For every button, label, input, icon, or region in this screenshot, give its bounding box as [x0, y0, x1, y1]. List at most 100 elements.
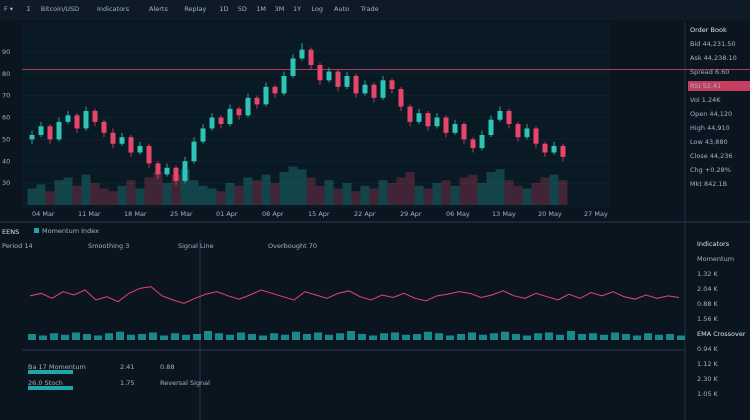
candle-body: [110, 132, 116, 144]
histogram-bar: [61, 334, 69, 340]
panel-row: Mkt 842.1B: [690, 180, 727, 188]
x-tick-label: 04 Mar: [32, 210, 55, 218]
candle-body: [335, 71, 341, 87]
histogram-bar: [446, 335, 454, 340]
cell-bar: [28, 370, 73, 374]
toolbar-item[interactable]: Bitcoin/USD: [41, 5, 79, 13]
candle-body: [353, 75, 359, 94]
toolbar-item[interactable]: 1D: [219, 5, 228, 13]
volume-bar: [432, 183, 442, 205]
indicator-row: 0.94 K: [697, 345, 719, 353]
histogram-bar: [457, 334, 465, 340]
panel-row: Spread 6.60: [690, 68, 729, 76]
histogram-bar: [424, 331, 432, 340]
candle-body: [128, 137, 134, 153]
indicator-row: Momentum: [697, 255, 734, 263]
candle-body: [83, 110, 89, 129]
volume-bar: [270, 183, 280, 205]
volume-bar: [369, 188, 379, 205]
histogram-bar: [259, 335, 267, 340]
candle-body: [236, 108, 242, 116]
toolbar-item[interactable]: 5D: [238, 5, 247, 13]
candle-body: [425, 113, 431, 127]
histogram-bar: [512, 334, 520, 340]
histogram-bar: [501, 331, 509, 340]
toolbar-item[interactable]: F ▾: [4, 5, 14, 13]
panel-row: Vol 1.24K: [690, 96, 721, 104]
toolbar-item[interactable]: 1M: [256, 5, 266, 13]
candle-body: [344, 75, 350, 87]
panel-row: Ask 44,238.10: [690, 54, 737, 62]
cell-bar: [28, 386, 73, 390]
histogram-bar: [468, 332, 476, 340]
candle-body: [137, 145, 143, 153]
volume-bar: [513, 185, 523, 205]
y-tick-label: 30: [2, 179, 10, 187]
volume-bar: [414, 185, 424, 205]
panel-row: High 44,910: [690, 124, 730, 132]
volume-bar: [252, 180, 262, 205]
volume-bar: [297, 169, 307, 205]
indicator-row: 1.12 K: [697, 360, 719, 368]
toolbar-item[interactable]: 3M: [275, 5, 285, 13]
histogram-bar: [589, 333, 597, 340]
table-cell: 0.88: [160, 363, 174, 371]
toolbar-item[interactable]: Replay: [184, 5, 206, 13]
toolbar-item[interactable]: Σ: [27, 5, 31, 13]
candle-body: [497, 110, 503, 120]
volume-bar: [45, 191, 55, 205]
volume-bar: [441, 180, 451, 205]
candle-body: [308, 49, 314, 65]
histogram-bar: [72, 332, 80, 340]
histogram-bar: [39, 335, 47, 340]
volume-bar: [153, 172, 163, 205]
indicator-row: 1.32 K: [697, 270, 719, 278]
toolbar-item[interactable]: Trade: [360, 5, 379, 13]
histogram-bar: [633, 335, 641, 340]
volume-bar: [558, 180, 568, 205]
candle-body: [191, 141, 197, 162]
histogram-bar: [105, 333, 113, 340]
candle-body: [443, 117, 449, 133]
x-tick-label: 29 Apr: [400, 210, 422, 218]
volume-bar: [387, 183, 397, 205]
volume-bar: [396, 177, 406, 205]
histogram-bar: [281, 334, 289, 340]
toolbar-item[interactable]: Alerts: [149, 5, 168, 13]
candle-body: [29, 135, 35, 140]
histogram-bar: [237, 332, 245, 340]
histogram-bar: [303, 334, 311, 340]
toolbar-item[interactable]: Indicators: [97, 5, 130, 13]
volume-bar: [342, 183, 352, 205]
candle-body: [416, 113, 422, 122]
candle-body: [371, 84, 377, 98]
volume-bar: [540, 177, 550, 205]
legend: Momentum Index: [42, 227, 99, 235]
pane-label: Signal Line: [178, 242, 214, 250]
volume-bar: [522, 188, 532, 205]
x-tick-label: 11 Mar: [78, 210, 101, 218]
volume-bar: [504, 180, 514, 205]
histogram-bar: [116, 331, 124, 340]
candle-body: [101, 121, 107, 133]
price-pane: [22, 22, 610, 208]
volume-bar: [378, 180, 388, 205]
histogram-bar: [171, 333, 179, 340]
toolbar-item[interactable]: Log: [311, 5, 323, 13]
toolbar-item[interactable]: 1Y: [293, 5, 301, 13]
histogram-bar: [391, 332, 399, 340]
volume-bar: [135, 188, 145, 205]
histogram-bar: [336, 333, 344, 340]
candle-body: [254, 97, 260, 105]
candle-body: [290, 58, 296, 76]
toolbar-item[interactable]: Auto: [334, 5, 349, 13]
volume-bar: [315, 185, 325, 205]
volume-bar: [90, 183, 100, 205]
candle-body: [407, 106, 413, 122]
table-cell: 2.41: [120, 363, 134, 371]
candle-body: [155, 163, 161, 175]
x-tick-label: 15 Apr: [308, 210, 330, 218]
histogram-bar: [567, 331, 575, 340]
candle-body: [506, 110, 512, 125]
